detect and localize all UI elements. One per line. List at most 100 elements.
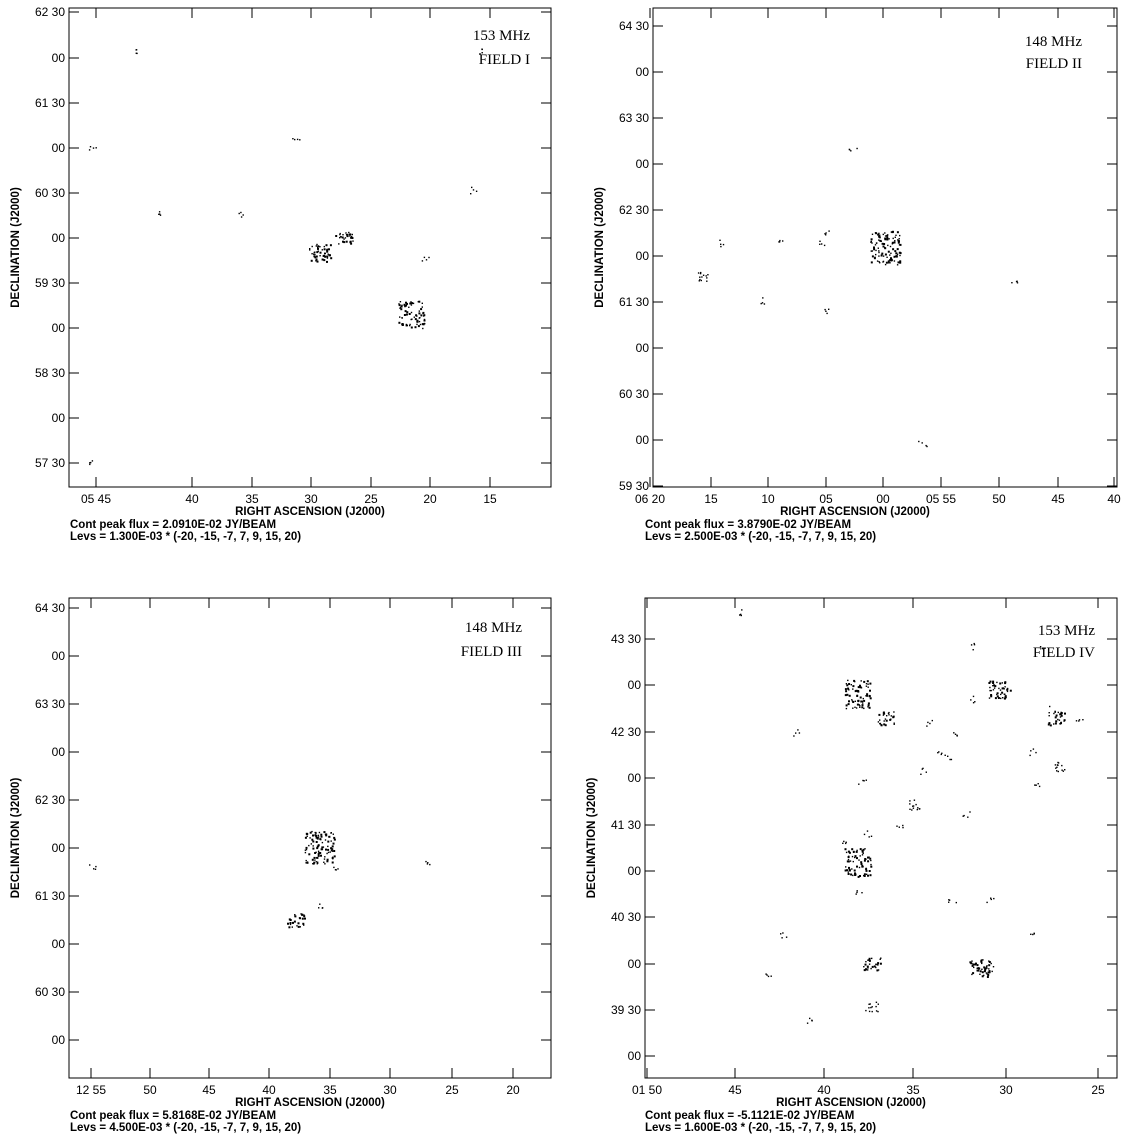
source-pixel <box>699 272 702 275</box>
source-pixel <box>917 807 919 809</box>
source-pixel <box>1049 724 1052 727</box>
source-pixel <box>865 683 868 685</box>
source-pixel <box>317 850 320 852</box>
y-tick-label: 64 30 <box>619 19 649 33</box>
source-pixel <box>948 899 951 901</box>
source-pixel <box>421 260 424 262</box>
source-pixel <box>1053 723 1055 725</box>
source-pixel <box>885 719 888 722</box>
source-pixel <box>847 703 850 706</box>
source-pixel <box>240 216 243 218</box>
radio-source <box>824 308 830 315</box>
source-pixel <box>315 836 318 839</box>
source-pixel <box>819 240 821 242</box>
source-pixel <box>992 685 994 687</box>
source-pixel <box>986 901 988 904</box>
source-pixel <box>870 865 873 868</box>
source-pixel <box>983 970 986 973</box>
radio-source <box>1047 711 1066 727</box>
source-pixel <box>921 442 923 444</box>
source-pixel <box>427 862 429 864</box>
source-pixel <box>316 251 319 254</box>
source-pixel <box>324 255 327 258</box>
source-pixel <box>1016 282 1019 284</box>
radio-source <box>287 913 306 929</box>
source-pixel <box>845 851 848 854</box>
map-panel-1: 05 45 40 35 30 25 20 15 62 30 00 61 30 00 60 30 00 59… <box>10 5 552 543</box>
source-pixel <box>852 874 854 877</box>
source-pixel <box>323 861 325 863</box>
y-tick-label: 00 <box>636 341 650 355</box>
source-pixel <box>847 873 850 875</box>
source-pixel <box>867 874 869 877</box>
source-pixel <box>971 960 973 962</box>
source-pixel <box>862 697 864 700</box>
source-pixel <box>981 968 983 970</box>
source-pixel <box>781 937 783 939</box>
source-pixel <box>315 832 317 835</box>
source-pixel <box>925 771 927 773</box>
source-pixel <box>767 975 770 978</box>
source-pixel <box>317 834 320 837</box>
source-pixel <box>320 848 323 851</box>
source-pixel <box>867 860 870 863</box>
source-pixel <box>845 842 847 845</box>
source-pixel <box>875 249 877 252</box>
source-layer <box>697 147 1019 448</box>
source-pixel <box>319 251 322 254</box>
source-pixel <box>762 297 764 299</box>
x-tick-label: 05 45 <box>81 492 111 506</box>
x-tick-label: 50 <box>992 492 1006 506</box>
source-pixel <box>320 833 323 836</box>
source-pixel <box>899 260 902 263</box>
source-pixel <box>1048 712 1050 714</box>
source-pixel <box>778 241 781 243</box>
source-pixel <box>990 694 993 696</box>
source-pixel <box>95 147 97 149</box>
source-pixel <box>765 973 767 975</box>
source-pixel <box>719 239 721 241</box>
source-pixel <box>317 844 320 847</box>
source-pixel <box>333 866 335 869</box>
source-pixel <box>956 734 958 736</box>
source-pixel <box>1047 723 1050 726</box>
x-tick-label: 35 <box>245 492 259 506</box>
source-pixel <box>893 723 895 725</box>
source-pixel <box>863 780 865 782</box>
x-axis-title: RIGHT ASCENSION (J2000) <box>776 1097 926 1109</box>
source-pixel <box>699 276 701 278</box>
source-pixel <box>993 687 996 689</box>
source-pixel <box>883 723 886 726</box>
source-pixel <box>890 252 892 254</box>
source-pixel <box>306 835 308 837</box>
source-pixel <box>876 963 879 966</box>
source-pixel <box>330 847 333 850</box>
y-axis-title: DECLINATION (J2000) <box>10 778 22 899</box>
source-pixel <box>996 693 998 696</box>
y-tick-label: 57 30 <box>35 456 65 470</box>
source-pixel <box>970 644 973 646</box>
source-pixel <box>896 248 899 251</box>
source-pixel <box>851 868 853 870</box>
source-pixel <box>1043 649 1045 651</box>
source-pixel <box>399 306 402 309</box>
source-pixel <box>993 897 995 900</box>
radio-source <box>793 729 801 737</box>
field-label: FIELD I <box>479 52 530 68</box>
source-pixel <box>882 261 884 263</box>
source-pixel <box>885 261 888 264</box>
source-pixel <box>89 462 91 464</box>
source-pixel <box>861 866 863 868</box>
source-pixel <box>846 869 848 872</box>
source-pixel <box>898 826 900 828</box>
source-pixel <box>854 700 856 702</box>
source-pixel <box>349 233 352 236</box>
source-pixel <box>1057 711 1059 714</box>
source-pixel <box>1034 784 1036 786</box>
source-pixel <box>700 271 702 274</box>
source-pixel <box>863 859 866 862</box>
source-pixel <box>856 857 858 860</box>
source-pixel <box>848 689 850 691</box>
y-tick-label: 00 <box>52 51 66 65</box>
